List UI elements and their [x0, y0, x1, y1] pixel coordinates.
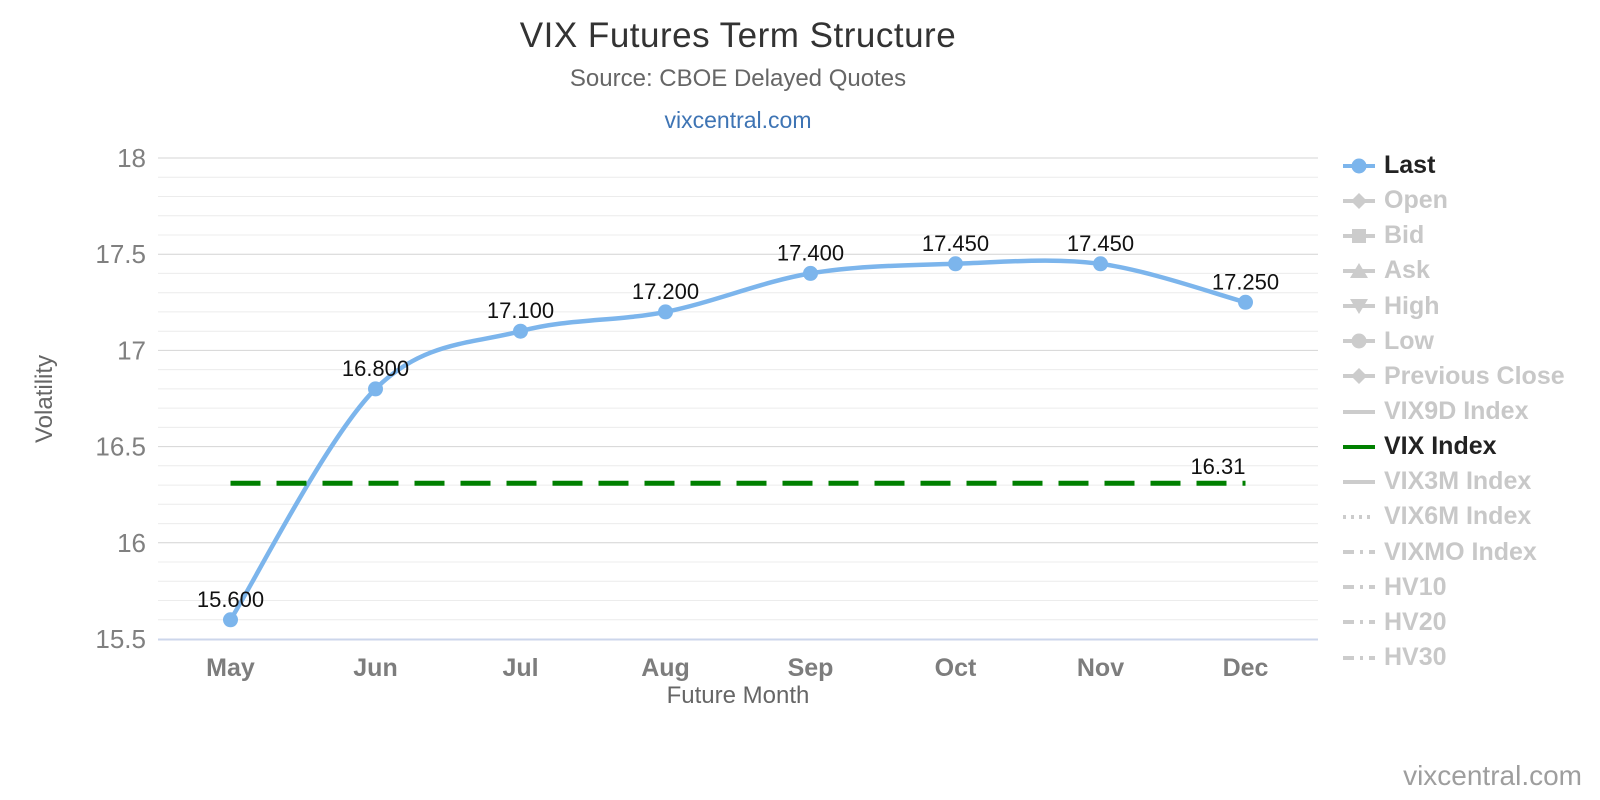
legend-marker-dashdot-line — [1343, 550, 1375, 555]
data-point-sep[interactable] — [803, 265, 818, 281]
x-tick-label-oct: Oct — [935, 654, 977, 682]
legend-marker-line — [1343, 444, 1375, 449]
legend-item-vixmo-index[interactable]: VIXMO Index — [1342, 535, 1565, 570]
legend-marker-line-diamond — [1343, 192, 1375, 209]
legend-item-vix-index[interactable]: VIX Index — [1342, 429, 1565, 464]
legend-label: VIX9D Index — [1384, 397, 1529, 426]
data-label-jun: 16.800 — [342, 356, 409, 381]
x-axis-title: Future Month — [667, 682, 810, 709]
legend-label: VIX6M Index — [1384, 502, 1532, 531]
legend-marker-line-circle — [1343, 333, 1375, 349]
legend-item-hv30[interactable]: HV30 — [1342, 640, 1565, 675]
x-tick-label-sep: Sep — [788, 654, 834, 682]
legend-marker-line-square — [1343, 228, 1375, 243]
legend-item-hv20[interactable]: HV20 — [1342, 605, 1565, 640]
legend-label: Bid — [1384, 221, 1425, 250]
legend-label: Previous Close — [1384, 361, 1565, 390]
legend-marker-dotted-line — [1343, 514, 1375, 519]
vix-index-value-label: 16.31 — [1190, 454, 1245, 479]
data-label-dec: 17.250 — [1212, 269, 1279, 294]
x-tick-label-jul: Jul — [502, 654, 538, 682]
watermark: vixcentral.com — [1403, 760, 1582, 791]
data-point-jun[interactable] — [368, 381, 383, 397]
data-point-aug[interactable] — [658, 304, 673, 320]
legend-item-open[interactable]: Open — [1342, 183, 1565, 218]
x-tick-label-jun: Jun — [353, 654, 397, 682]
legend-label: Low — [1384, 326, 1434, 355]
data-point-may[interactable] — [223, 612, 238, 628]
y-tick-label: 16.5 — [95, 432, 146, 462]
legend-label: Open — [1384, 186, 1448, 215]
legend-marker-line-circle — [1343, 158, 1375, 174]
legend-item-high[interactable]: High — [1342, 289, 1565, 324]
legend-item-low[interactable]: Low — [1342, 324, 1565, 359]
chart-header: VIX Futures Term Structure Source: CBOE … — [158, 0, 1318, 134]
x-tick-label-dec: Dec — [1223, 654, 1269, 682]
legend-item-vix3m-index[interactable]: VIX3M Index — [1342, 464, 1565, 499]
legend-marker-line — [1343, 409, 1375, 414]
legend-item-vix6m-index[interactable]: VIX6M Index — [1342, 499, 1565, 534]
legend-item-hv10[interactable]: HV10 — [1342, 570, 1565, 605]
legend-label: VIXMO Index — [1384, 537, 1537, 566]
legend-label: Last — [1384, 151, 1436, 180]
x-tick-label-aug: Aug — [641, 654, 690, 682]
data-label-nov: 17.450 — [1067, 231, 1134, 256]
data-point-jul[interactable] — [513, 323, 528, 339]
legend-label: VIX Index — [1384, 432, 1497, 461]
data-label-may: 15.600 — [197, 587, 264, 612]
last-series-line — [228, 258, 1248, 623]
legend-label: HV20 — [1384, 607, 1447, 636]
legend-item-previous-close[interactable]: Previous Close — [1342, 359, 1565, 394]
data-label-aug: 17.200 — [632, 279, 699, 304]
legend-marker-dashdot-line — [1343, 620, 1375, 625]
legend-item-vix9d-index[interactable]: VIX9D Index — [1342, 394, 1565, 429]
legend-marker-line-diamond — [1343, 368, 1375, 385]
legend-marker-line-triangle-up — [1343, 262, 1375, 278]
legend-marker-line — [1343, 479, 1375, 484]
data-label-sep: 17.400 — [777, 240, 844, 265]
y-tick-label: 17.5 — [95, 239, 146, 269]
y-tick-label: 18 — [117, 143, 146, 173]
legend-label: Ask — [1384, 256, 1430, 285]
y-tick-label: 17 — [117, 335, 146, 365]
chart-subtitle: Source: CBOE Delayed Quotes — [569, 65, 907, 92]
data-point-oct[interactable] — [948, 256, 963, 272]
y-tick-label: 16 — [117, 528, 146, 558]
legend-item-ask[interactable]: Ask — [1342, 253, 1565, 288]
legend-item-bid[interactable]: Bid — [1342, 218, 1565, 253]
legend-marker-dashdot-line — [1343, 655, 1375, 660]
legend-label: HV10 — [1384, 572, 1447, 601]
vixcentral-link[interactable]: vixcentral.com — [664, 107, 812, 133]
legend-label: VIX3M Index — [1384, 467, 1532, 496]
legend-item-last[interactable]: Last — [1342, 148, 1565, 183]
legend-marker-dashdot-line — [1343, 585, 1375, 590]
legend-label: High — [1384, 291, 1440, 320]
data-point-nov[interactable] — [1093, 256, 1108, 272]
chart-title: VIX Futures Term Structure — [519, 16, 957, 55]
y-axis-title: Volatility — [31, 355, 58, 443]
x-tick-label-nov: Nov — [1077, 654, 1124, 682]
chart-legend: Last Open Bid Ask High Low Previous Close VIX9D… — [1342, 148, 1565, 675]
x-tick-label-may: May — [206, 654, 255, 682]
data-label-jul: 17.100 — [487, 298, 554, 323]
data-label-oct: 17.450 — [922, 231, 989, 256]
y-tick-label: 15.5 — [95, 624, 146, 654]
legend-label: HV30 — [1384, 643, 1447, 672]
legend-marker-line-triangle-down — [1343, 299, 1375, 315]
data-point-dec[interactable] — [1238, 294, 1253, 310]
